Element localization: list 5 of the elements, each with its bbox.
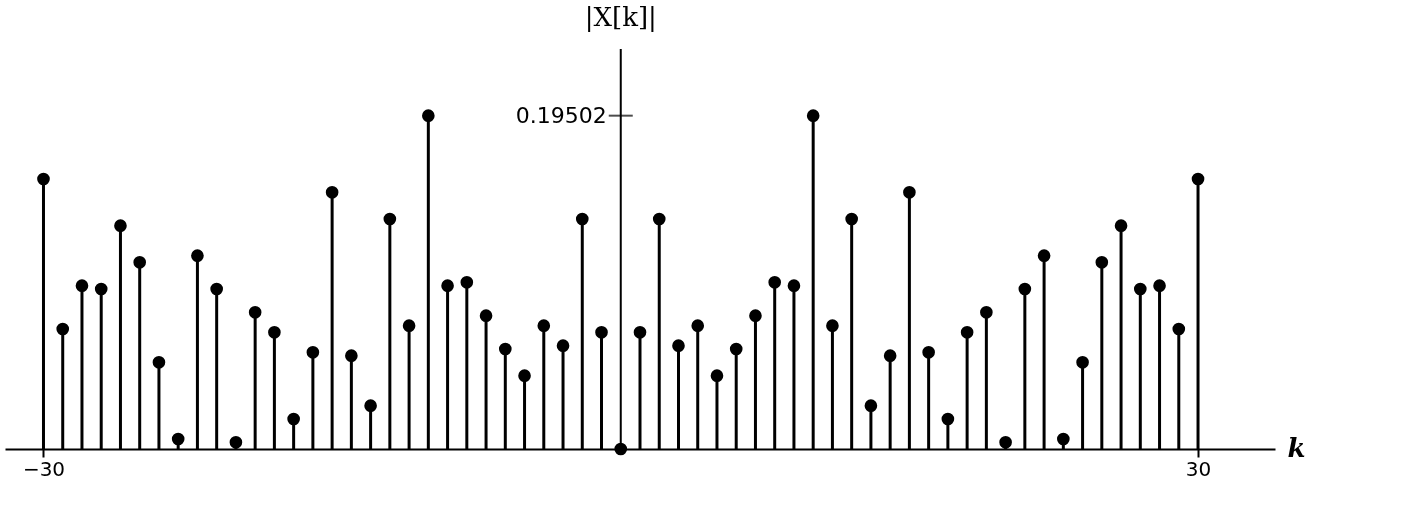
annotation: 0.19502 — [515, 102, 607, 128]
x-tick-label: −30 — [22, 456, 66, 481]
y-axis-title: |X[k]| — [584, 2, 657, 32]
x-axis-title: k — [1287, 432, 1306, 463]
x-tick-label: 30 — [1185, 456, 1212, 481]
